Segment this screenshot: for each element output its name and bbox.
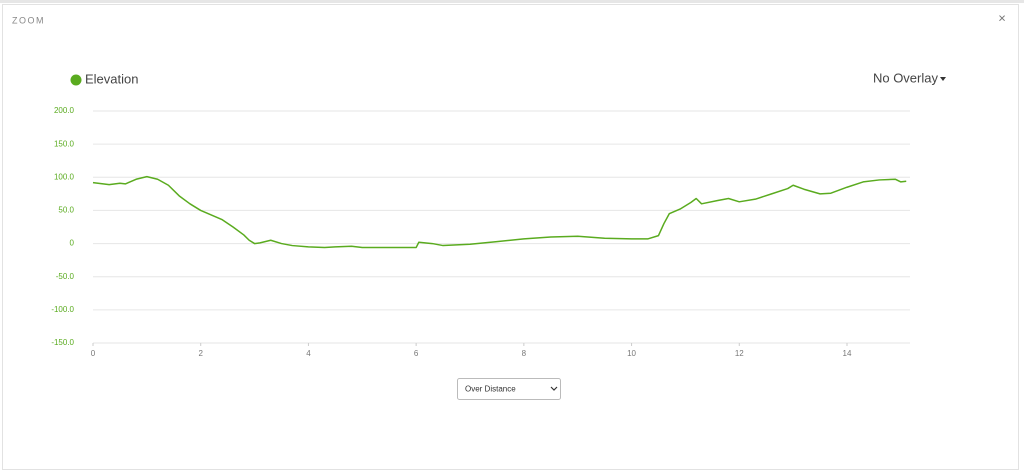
close-button[interactable]: × (998, 10, 1006, 25)
y-tick-label: 150.0 (54, 139, 75, 148)
x-tick-label: 6 (414, 349, 419, 358)
x-tick-label: 2 (198, 349, 203, 358)
legend-label[interactable]: Elevation (85, 71, 138, 86)
select-arrow (550, 386, 558, 391)
x-tick-label: 4 (306, 349, 311, 358)
dropdown-arrow (940, 77, 946, 81)
x-mode-select[interactable] (457, 378, 561, 400)
top-strip (0, 0, 1024, 3)
x-mode-label: Over Distance (465, 385, 516, 394)
x-tick-label: 12 (735, 349, 744, 358)
y-tick-label: -50.0 (56, 272, 75, 281)
x-tick-label: 10 (627, 349, 636, 358)
x-tick-label: 14 (843, 349, 852, 358)
overlay-dropdown[interactable]: No Overlay (873, 70, 939, 85)
x-tick-label: 8 (522, 349, 527, 358)
legend-marker (70, 74, 82, 86)
y-tick-label: 50.0 (58, 206, 74, 215)
y-tick-label: 100.0 (54, 172, 75, 181)
y-tick-label: -100.0 (51, 305, 74, 314)
y-tick-label: 0 (70, 239, 75, 248)
elevation-line (92, 175, 907, 249)
y-tick-label: -150.0 (51, 338, 74, 347)
y-tick-label: 200.0 (54, 106, 75, 115)
dialog-title: ZOOM (12, 15, 45, 25)
x-tick-label: 0 (91, 349, 96, 358)
